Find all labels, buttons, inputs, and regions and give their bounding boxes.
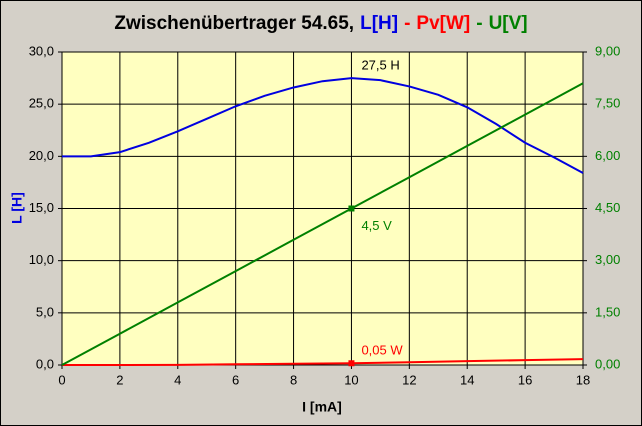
title-part: L[H] [360, 13, 398, 34]
x-tick-label: 14 [460, 372, 474, 387]
y2-tick-label: 1,50 [595, 304, 620, 319]
x-tick-label: 6 [232, 372, 239, 387]
annotation-marker [348, 360, 355, 367]
title-part: Zwischenübertrager 54.65, [114, 13, 354, 34]
y-tick-label: 30,0 [29, 43, 54, 58]
y2-tick-label: 3,00 [595, 252, 620, 267]
x-tick-label: 18 [576, 372, 590, 387]
title-part: - [404, 13, 410, 34]
annotation-marker [348, 205, 355, 212]
y2-tick-label: 6,00 [595, 148, 620, 163]
x-tick-label: 8 [290, 372, 297, 387]
series-line [62, 358, 584, 366]
y-axis-label: L [H] [9, 192, 25, 224]
x-axis-label: I [mA] [302, 399, 342, 415]
y2-tick-label: 0,00 [595, 356, 620, 371]
x-tick-label: 10 [344, 372, 358, 387]
x-tick-label: 12 [402, 372, 416, 387]
x-tick-label: 16 [518, 372, 532, 387]
annotation: 0,05 W [361, 343, 403, 358]
y2-tick-label: 9,00 [595, 43, 620, 58]
annotation: 4,5 V [361, 218, 392, 233]
y-tick-label: 20,0 [29, 148, 54, 163]
x-tick-label: 2 [116, 372, 123, 387]
plot-border [61, 51, 584, 366]
y-tick-label: 15,0 [29, 200, 54, 215]
y-tick-label: 10,0 [29, 252, 54, 267]
series-line [62, 77, 584, 174]
x-tick-label: 4 [174, 372, 181, 387]
y-tick-label: 25,0 [29, 96, 54, 111]
title-part: - [476, 13, 482, 34]
y-tick-label: 0,0 [36, 356, 54, 371]
title-part: Pv[W] [416, 13, 470, 34]
chart-title: Zwischenübertrager 54.65, L[H] - Pv[W] - U[V] [114, 13, 527, 34]
series-line [61, 82, 584, 366]
y2-tick-label: 7,50 [595, 96, 620, 111]
annotation: 27,5 H [361, 58, 399, 73]
x-tick-label: 0 [58, 372, 65, 387]
y2-tick-label: 4,50 [595, 200, 620, 215]
title-part: U[V] [489, 13, 528, 34]
y-tick-label: 5,0 [36, 304, 54, 319]
